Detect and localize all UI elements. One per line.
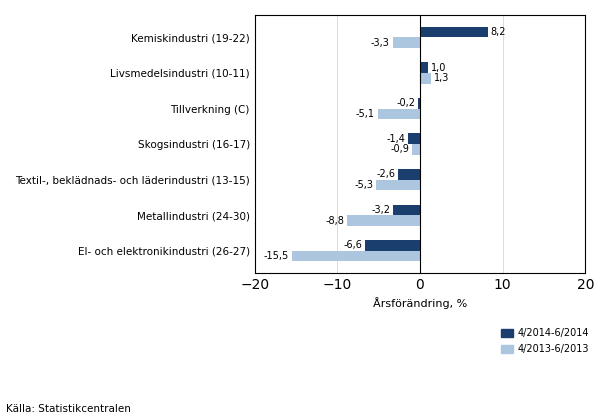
- Text: -0,2: -0,2: [396, 98, 415, 108]
- Text: -5,3: -5,3: [354, 180, 373, 190]
- Text: -15,5: -15,5: [264, 251, 289, 261]
- Bar: [420, 73, 431, 84]
- Text: 8,2: 8,2: [491, 27, 506, 37]
- X-axis label: Årsförändring, %: Årsförändring, %: [373, 298, 467, 309]
- Text: -5,1: -5,1: [356, 109, 375, 119]
- Bar: [393, 37, 420, 48]
- Legend: 4/2014-6/2014, 4/2013-6/2013: 4/2014-6/2014, 4/2013-6/2013: [498, 324, 593, 358]
- Bar: [418, 98, 420, 109]
- Bar: [376, 180, 420, 190]
- Bar: [393, 204, 420, 215]
- Text: -3,3: -3,3: [371, 38, 390, 48]
- Text: -1,4: -1,4: [387, 134, 406, 144]
- Bar: [420, 62, 428, 73]
- Text: -2,6: -2,6: [376, 169, 396, 179]
- Text: -3,2: -3,2: [371, 205, 390, 215]
- Bar: [412, 144, 420, 155]
- Bar: [398, 169, 420, 180]
- Bar: [420, 27, 488, 37]
- Bar: [365, 240, 420, 251]
- Text: Källa: Statistikcentralen: Källa: Statistikcentralen: [6, 404, 131, 414]
- Text: 1,3: 1,3: [434, 73, 449, 83]
- Text: -0,9: -0,9: [391, 144, 410, 154]
- Text: -8,8: -8,8: [325, 216, 344, 226]
- Bar: [347, 215, 420, 226]
- Text: -6,6: -6,6: [343, 240, 362, 250]
- Bar: [378, 109, 420, 119]
- Bar: [409, 133, 420, 144]
- Bar: [292, 251, 420, 261]
- Text: 1,0: 1,0: [431, 63, 446, 73]
